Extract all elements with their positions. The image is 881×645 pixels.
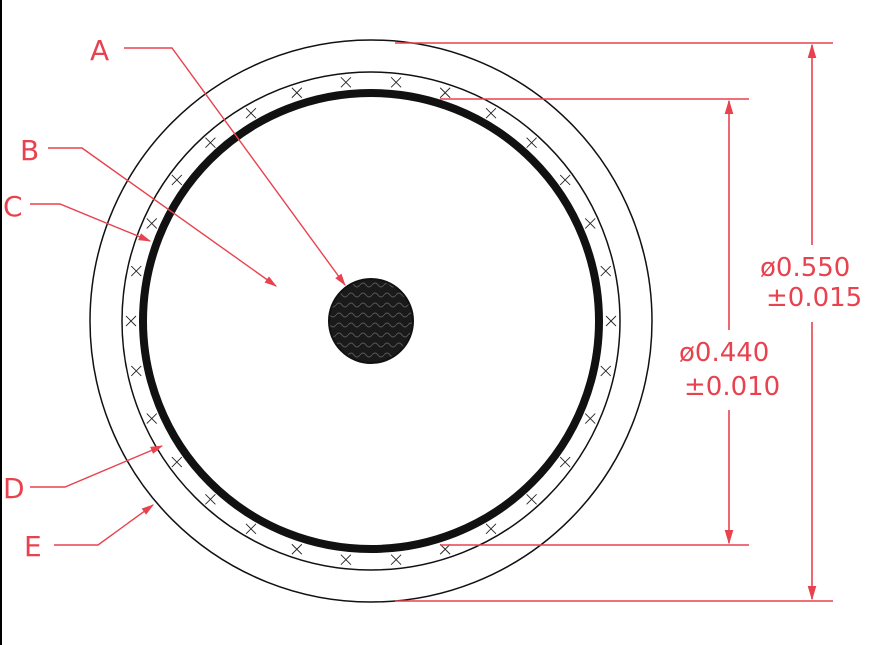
- braid-x-mark: [526, 137, 537, 148]
- braid-x-mark: [340, 76, 352, 88]
- braid-x-mark: [205, 137, 216, 148]
- outer-diameter-label: ø0.550: [760, 253, 850, 283]
- braid-x-mark: [245, 107, 257, 119]
- braid-x-mark: [584, 413, 596, 424]
- braid-x-mark: [600, 365, 612, 377]
- braid-x-mark: [340, 554, 352, 566]
- inner-diameter-label: ø0.440: [679, 338, 769, 368]
- inner-tolerance-label: ±0.010: [684, 372, 780, 402]
- outer-conductor-ring: [139, 89, 603, 553]
- leader-a: [124, 47, 346, 287]
- braid-x-mark: [559, 456, 571, 468]
- braid-x-mark: [390, 76, 402, 88]
- callout-d: D: [3, 472, 25, 505]
- outer-tolerance-label: ±0.015: [766, 283, 862, 313]
- braid-x-mark: [171, 456, 183, 468]
- braid-x-mark: [584, 218, 596, 229]
- leader-d: [30, 445, 164, 488]
- outer-jacket-circle: [89, 39, 653, 603]
- leader-e: [54, 504, 155, 546]
- leader-c: [30, 203, 152, 242]
- braid-x-mark: [291, 543, 303, 555]
- braid-x-mark: [125, 315, 137, 327]
- braid-x-mark: [130, 265, 142, 277]
- braid-x-mark: [559, 174, 571, 186]
- braid-x-mark: [291, 87, 303, 99]
- braid-x-mark: [605, 315, 617, 327]
- shield-outer-circle: [121, 71, 621, 571]
- braid-x-mark: [485, 107, 497, 119]
- braid-x-mark: [439, 87, 451, 99]
- braid-x-mark: [171, 174, 183, 186]
- braid-x-mark: [439, 543, 451, 555]
- callout-e: E: [24, 530, 42, 563]
- braid-x-mark: [146, 218, 158, 229]
- braid-x-mark: [245, 523, 257, 535]
- leader-b: [48, 147, 278, 287]
- braid-x-mark: [600, 265, 612, 277]
- callout-b: B: [20, 134, 39, 167]
- braid-x-mark: [526, 494, 537, 505]
- braid-x-mark: [146, 413, 158, 424]
- braid-x-mark: [205, 494, 216, 505]
- center-conductor: [328, 278, 414, 364]
- braid-x-mark: [390, 554, 402, 566]
- braid-marks: [125, 76, 617, 566]
- callout-a: A: [90, 34, 109, 67]
- braid-x-mark: [485, 523, 497, 535]
- callout-c: C: [3, 190, 23, 223]
- braid-x-mark: [130, 365, 142, 377]
